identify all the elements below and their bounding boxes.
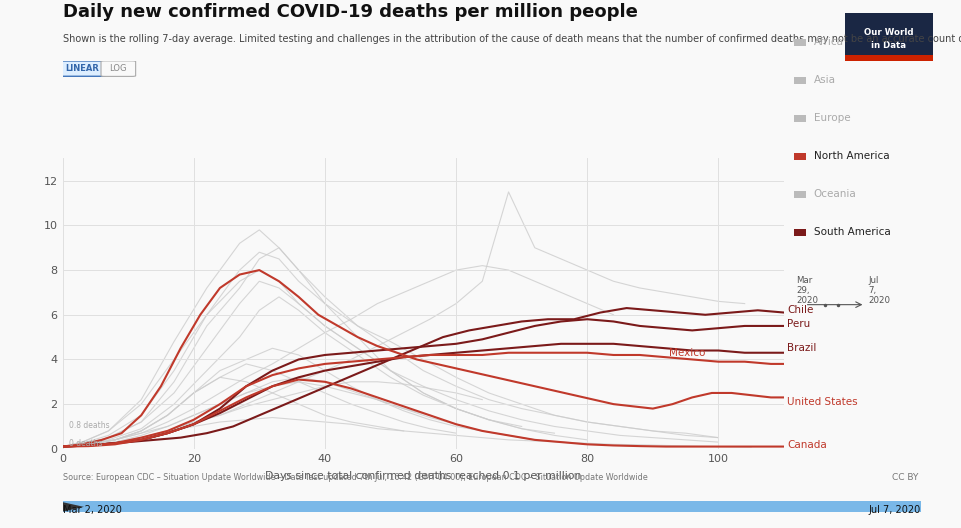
Text: LINEAR: LINEAR xyxy=(64,64,99,73)
FancyBboxPatch shape xyxy=(59,61,105,77)
Text: Daily new confirmed COVID-19 deaths per million people: Daily new confirmed COVID-19 deaths per … xyxy=(62,3,637,21)
Text: Our World: Our World xyxy=(863,27,913,37)
Text: Mar
29,
2020: Mar 29, 2020 xyxy=(796,276,818,305)
Text: Jul 7, 2020: Jul 7, 2020 xyxy=(868,505,920,514)
Text: Asia: Asia xyxy=(813,76,835,85)
Text: Oceania: Oceania xyxy=(813,190,855,199)
Text: United States: United States xyxy=(786,397,857,407)
Text: Mexico: Mexico xyxy=(669,348,704,358)
Text: 0 deaths: 0 deaths xyxy=(69,439,103,448)
Text: CC BY: CC BY xyxy=(892,473,918,482)
Text: LOG: LOG xyxy=(110,64,127,73)
Text: Peru: Peru xyxy=(786,319,810,329)
Text: Mar 2, 2020: Mar 2, 2020 xyxy=(62,505,121,514)
Text: Chile: Chile xyxy=(786,305,813,315)
Text: Jul
7,
2020: Jul 7, 2020 xyxy=(868,276,890,305)
Bar xyxy=(62,502,920,512)
Text: Canada: Canada xyxy=(786,440,826,450)
Text: in Data: in Data xyxy=(871,41,905,50)
Bar xyxy=(844,55,932,61)
Polygon shape xyxy=(62,502,84,512)
Text: Europe: Europe xyxy=(813,114,850,123)
Text: Shown is the rolling 7-day average. Limited testing and challenges in the attrib: Shown is the rolling 7-day average. Limi… xyxy=(62,34,961,44)
Text: South America: South America xyxy=(813,228,890,237)
Text: 0.8 deaths: 0.8 deaths xyxy=(69,421,110,430)
FancyBboxPatch shape xyxy=(101,61,136,77)
Text: Brazil: Brazil xyxy=(786,343,816,353)
Text: North America: North America xyxy=(813,152,889,161)
Text: Source: European CDC – Situation Update Worldwide – Data last updated 7th Jul, 1: Source: European CDC – Situation Update … xyxy=(62,473,647,482)
Text: Africa: Africa xyxy=(813,37,843,47)
X-axis label: Days since total confirmed deaths reached 0.1 per million: Days since total confirmed deaths reache… xyxy=(265,470,580,480)
